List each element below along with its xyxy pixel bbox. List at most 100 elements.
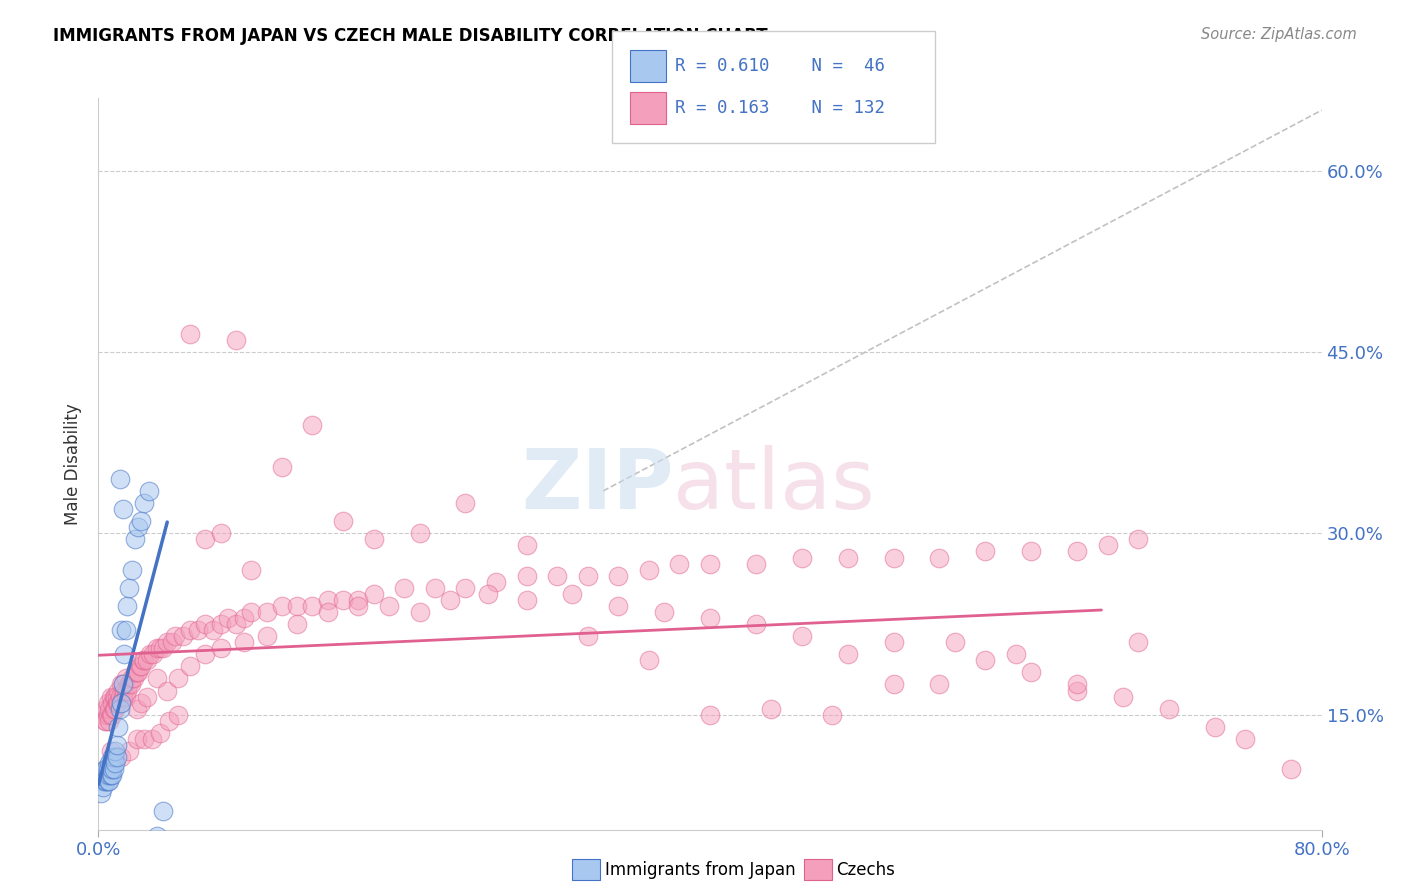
Point [454,581,477,595]
Point [136,653,159,667]
Point [516,538,538,552]
Point [122,672,145,686]
Point [134,653,156,667]
Point [607,599,630,613]
Point [124,665,146,680]
Point [883,677,905,691]
Point [225,617,247,632]
Point [120,677,142,691]
Point [745,617,768,632]
Point [104,690,127,704]
Point [652,605,675,619]
Point [163,629,186,643]
Point [129,514,152,528]
Text: R = 0.163    N = 132: R = 0.163 N = 132 [675,99,884,117]
Point [209,617,232,632]
Point [108,690,131,704]
Point [408,605,430,619]
Point [93,768,115,782]
Point [149,641,172,656]
Point [94,762,117,776]
Point [117,683,139,698]
Point [217,611,239,625]
Point [301,599,323,613]
Point [110,623,132,637]
Point [108,701,131,715]
Point [232,635,254,649]
Point [974,544,997,558]
Point [97,774,120,789]
Point [105,750,128,764]
Point [347,599,370,613]
Point [1279,762,1302,776]
Point [139,647,162,661]
Point [132,653,155,667]
Point [1128,635,1150,649]
Point [94,774,117,789]
Point [115,690,138,704]
Point [225,333,247,347]
Point [97,768,120,782]
Point [98,774,121,789]
Point [105,738,128,752]
Text: IMMIGRANTS FROM JAPAN VS CZECH MALE DISABILITY CORRELATION CHART: IMMIGRANTS FROM JAPAN VS CZECH MALE DISA… [53,27,768,45]
Point [145,829,167,843]
Point [1066,544,1088,558]
Point [157,714,180,728]
Point [107,720,129,734]
Point [97,762,120,776]
Point [97,707,120,722]
Point [152,805,174,819]
Point [837,550,859,565]
Point [423,581,446,595]
Point [127,665,149,680]
Point [98,714,121,728]
Text: R = 0.610    N =  46: R = 0.610 N = 46 [675,57,884,75]
Point [167,707,190,722]
Point [134,496,156,510]
Point [363,533,385,547]
Point [156,635,179,649]
Point [316,592,339,607]
Point [363,587,385,601]
Point [637,653,661,667]
Point [561,587,583,601]
Point [378,599,401,613]
Point [149,726,172,740]
Point [117,599,139,613]
Point [101,696,124,710]
Point [202,623,225,637]
Point [103,690,125,704]
Point [129,696,152,710]
Point [100,762,122,776]
Point [100,690,122,704]
Point [576,568,599,582]
Point [316,605,339,619]
Point [928,677,950,691]
Point [1128,533,1150,547]
Point [454,496,477,510]
Text: Czechs: Czechs [837,861,896,879]
Point [699,611,721,625]
Point [138,483,160,498]
Point [837,647,859,661]
Point [232,611,254,625]
Point [156,683,179,698]
Point [101,768,124,782]
Point [103,750,125,764]
Point [179,326,201,341]
Point [141,731,163,746]
Point [516,592,538,607]
Point [332,514,354,528]
Point [98,756,121,770]
Point [127,520,149,534]
Point [194,617,217,632]
Point [118,677,141,691]
Point [115,623,138,637]
Point [485,574,508,589]
Point [98,701,121,715]
Point [1066,677,1088,691]
Point [121,563,143,577]
Point [100,768,122,782]
Point [1019,544,1042,558]
